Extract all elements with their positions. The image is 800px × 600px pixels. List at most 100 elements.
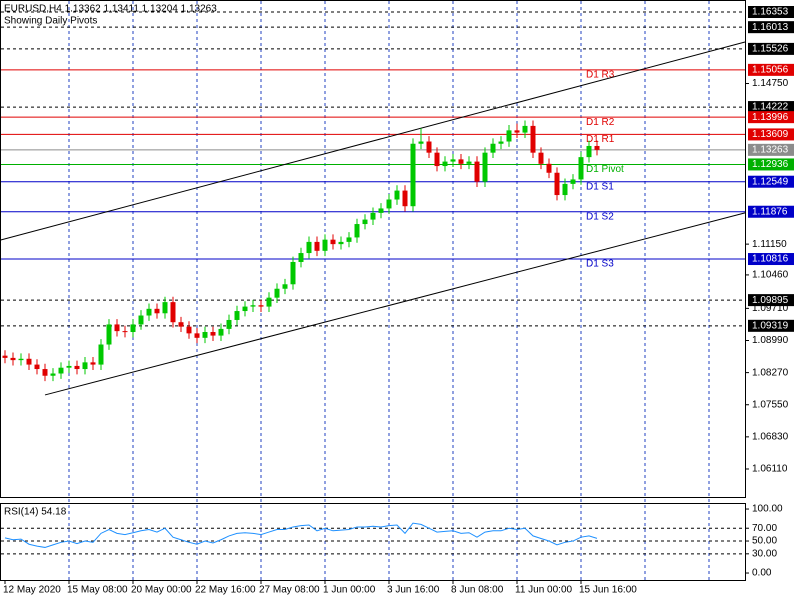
candle-body [522,125,528,133]
candle-body [226,319,232,329]
candle-body [546,163,552,173]
level-box [748,101,794,114]
candle-body [2,355,8,358]
y-tick-label: 1.10460 [752,270,789,281]
rsi-frame [0,503,746,581]
x-tick-label: 11 Jun 00:00 [515,585,573,596]
candle-body [378,208,384,213]
level-label: 1.09895 [752,295,789,306]
candle-body [170,302,176,323]
x-tick-label: 20 May 00:00 [131,585,192,596]
pivot-box [748,158,794,171]
candle-body [474,161,480,182]
candle-body [106,324,112,345]
candle-body [330,239,336,245]
candle-body [562,183,568,196]
candle-body [186,326,192,334]
y-tick-label: 50.00 [752,536,777,547]
candle-body [194,333,200,338]
x-tick-label: 12 May 2020 [3,585,61,596]
level-box [748,6,794,19]
level-label: 1.14222 [752,102,789,113]
y-tick-label: 100.00 [752,504,783,515]
level-box [748,21,794,34]
candle-body [578,157,584,180]
x-tick-label: 15 Jun 16:00 [579,585,637,596]
candle-body [250,305,256,307]
pivot-label: 1.11876 [752,206,788,217]
candle-body [346,237,352,242]
y-tick-label: 1.07550 [752,399,789,410]
x-tick-label: 3 Jun 16:00 [387,585,440,596]
pivot-box [748,175,794,188]
candle-body [74,365,80,370]
level-box [748,319,794,332]
x-tick-label: 27 May 08:00 [259,585,320,596]
candle-body [538,152,544,164]
pivot-label: 1.10816 [752,254,789,265]
candle-body [58,367,64,374]
candle-body [434,152,440,167]
pivot-box [748,63,794,76]
pivot-label: 1.15056 [752,65,789,76]
pivot-name: D1 S1 [586,181,614,192]
y-tick-label: 1.11150 [752,239,787,250]
pivot-name: D1 R2 [586,117,615,128]
pivot-label: 1.13609 [752,129,789,140]
candle-body [426,141,432,153]
candle-body [490,143,496,153]
x-tick-label: 8 Jun 08:00 [451,585,504,596]
candle-body [178,322,184,327]
candle-body [466,161,472,164]
y-tick-label: 70.00 [752,523,777,534]
y-tick-label: 0.00 [752,568,772,579]
trend-line [0,41,746,241]
candle-body [282,284,288,289]
candle-body [530,125,536,153]
candle-body [322,239,328,251]
x-tick-label: 15 May 08:00 [67,585,128,596]
candle-body [402,190,408,207]
candle-body [258,305,264,307]
candle-body [50,373,56,376]
pivot-name: D1 S2 [586,211,614,222]
candle-body [210,332,216,336]
y-tick-label: 1.06110 [752,464,788,475]
y-tick-label: 1.14750 [752,78,789,89]
candle-body [114,324,120,332]
candle-body [234,311,240,320]
pivot-name: D1 R1 [586,134,615,145]
level-label: 1.16353 [752,7,789,18]
level-label: 1.09319 [752,320,789,331]
x-tick-label: 1 Jun 00:00 [323,585,376,596]
candle-body [90,362,96,365]
pivot-box [748,205,794,218]
y-tick-label: 1.09710 [752,303,789,314]
candle-body [98,344,104,365]
current-price-box [748,143,794,156]
candle-body [354,224,360,238]
candle-body [586,145,592,158]
candle-body [554,172,560,196]
pivot-name: D1 Pivot [586,164,624,175]
candle-body [274,288,280,298]
candle-body [138,315,144,325]
current-price-label: 1.13263 [752,144,789,155]
rsi-title: RSI(14) 54.18 [4,507,67,518]
symbol-line: EURUSD,H4 1.13362 1.13411 1.13204 1.1326… [4,4,217,15]
candle-body [122,331,128,333]
candle-body [306,241,312,254]
candle-body [418,141,424,144]
candle-body [450,159,456,162]
candle-body [394,190,400,200]
candle-body [298,253,304,262]
pivot-box [748,253,794,266]
candle-body [66,365,72,368]
pivot-box [748,111,794,124]
pivot-name: D1 S3 [586,259,614,270]
candle-body [162,302,168,314]
y-tick-label: 30.00 [752,548,777,559]
candle-body [154,308,160,314]
candle-body [594,145,600,150]
